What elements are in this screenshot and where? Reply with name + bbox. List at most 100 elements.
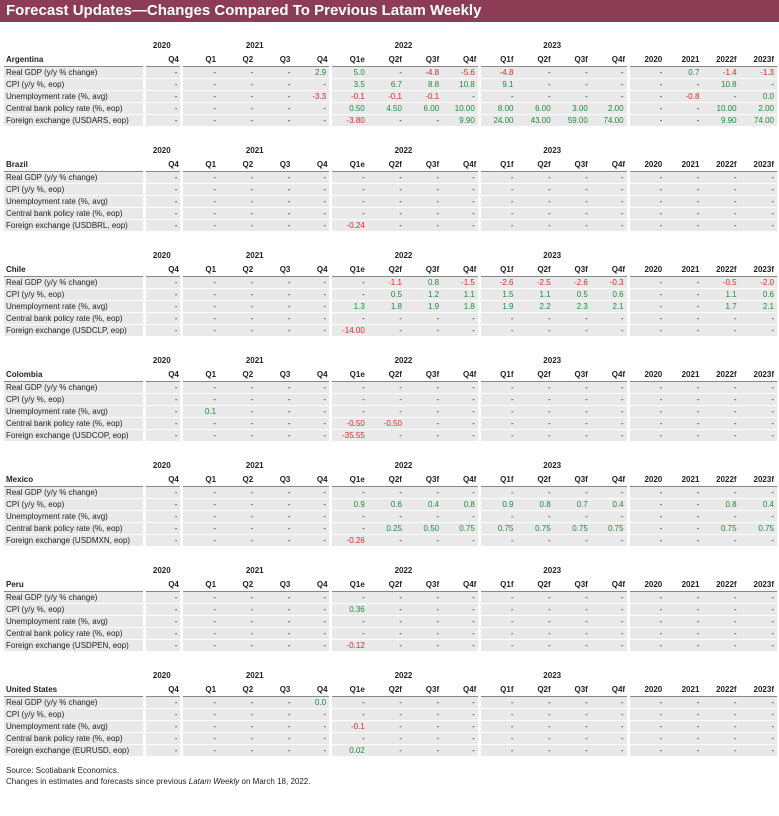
column-header: Q4f	[590, 262, 629, 277]
cell: -	[181, 102, 220, 115]
column-header: Q4f	[442, 52, 480, 67]
cell: -	[702, 324, 740, 337]
cell: 0.0	[293, 696, 333, 709]
cell: -	[628, 183, 666, 196]
cell: -	[367, 393, 405, 406]
cell: -	[293, 591, 333, 604]
cell: -	[367, 312, 405, 325]
cell: -	[628, 288, 666, 301]
cell: -	[442, 393, 481, 406]
cell: -	[330, 405, 368, 418]
cell: -	[293, 603, 333, 616]
cell: -	[739, 534, 777, 547]
column-header: Q2	[219, 682, 257, 697]
column-header: Q1	[181, 52, 220, 67]
cell: 0.4	[590, 498, 630, 511]
column-header: 2020	[628, 577, 666, 592]
cell: -	[739, 627, 777, 640]
year: 2023	[543, 355, 562, 365]
cell: -	[442, 534, 481, 547]
cell: -	[702, 417, 740, 430]
year: 2020	[152, 40, 171, 50]
cell: -	[293, 312, 333, 325]
cell: -	[219, 405, 257, 418]
cell: -	[665, 276, 703, 289]
column-header: Q2f	[367, 262, 405, 277]
blank	[4, 143, 145, 157]
cell: -	[702, 381, 740, 394]
column-header: Q3	[256, 157, 294, 172]
cell: -	[702, 591, 740, 604]
cell: -	[702, 708, 740, 721]
cell: -	[219, 627, 257, 640]
cell: -	[144, 627, 184, 640]
data-row: Unemployment rate (%, avg) - - - - -3.3 -0.1 -0…	[4, 90, 777, 103]
cell: -	[293, 615, 333, 628]
cell: -	[628, 324, 666, 337]
column-header: Q3	[256, 262, 294, 277]
cell: -	[479, 534, 517, 547]
cell: -	[256, 522, 294, 535]
cell: -	[553, 639, 591, 652]
cell: -	[256, 171, 294, 184]
cell: -35.55	[330, 429, 368, 442]
cell: -	[516, 591, 554, 604]
cell: -	[367, 720, 405, 733]
data-row: Foreign exchange (USDBRL, eop) - - - - - -0.24…	[4, 219, 777, 232]
section-table: 2020 2021 2022 2023 Colombia Q4 Q1 Q2 Q3 Q4 Q1e Q2f…	[4, 353, 777, 442]
cell: -	[739, 312, 777, 325]
cell: -	[628, 405, 666, 418]
year: 2023	[543, 565, 562, 575]
cell: -3.3	[293, 90, 333, 103]
data-row: Central bank policy rate (%, eop) - - - - -0.…	[4, 102, 777, 115]
column-header: Q1	[181, 577, 220, 592]
cell: 6.00	[404, 102, 443, 115]
row-label: Real GDP (y/y % change)	[4, 381, 147, 394]
cell: -	[516, 381, 554, 394]
cell: -	[219, 288, 257, 301]
cell: -	[404, 207, 443, 220]
cell: -	[367, 219, 405, 232]
cell: -	[256, 429, 294, 442]
cell: -1.1	[367, 276, 405, 289]
cell: -	[665, 720, 703, 733]
cell: -	[256, 744, 294, 757]
column-header: 2021	[665, 472, 703, 487]
cell: 2.00	[590, 102, 630, 115]
cell: -	[553, 708, 591, 721]
column-header: Q1f	[479, 262, 517, 277]
cell: -	[628, 732, 666, 745]
cell: -	[256, 696, 294, 709]
cell: -	[702, 405, 740, 418]
column-header: Q1	[181, 472, 220, 487]
column-header: Q1e	[330, 157, 368, 172]
cell: -	[628, 534, 666, 547]
cell: -	[628, 207, 666, 220]
cell: -	[553, 78, 591, 91]
cell: 0.75	[442, 522, 481, 535]
cell: -	[144, 603, 184, 616]
cell: 0.8	[442, 498, 481, 511]
row-label: Unemployment rate (%, avg)	[4, 300, 147, 313]
cell: -	[181, 522, 220, 535]
cell: 0.7	[553, 498, 591, 511]
cell: -	[665, 219, 703, 232]
cell: -	[181, 78, 220, 91]
cell: -	[181, 720, 220, 733]
year: 2021	[245, 565, 264, 575]
cell: -	[181, 207, 220, 220]
cell: -	[628, 114, 666, 127]
cell: -	[739, 744, 777, 757]
cell: -	[256, 627, 294, 640]
cell: -	[702, 627, 740, 640]
cell: -	[219, 207, 257, 220]
column-header: Q2f	[367, 367, 405, 382]
year-row: 2020 2021 2022 2023	[4, 458, 777, 472]
cell: 9.90	[442, 114, 481, 127]
column-header: Q3	[256, 577, 294, 592]
column-header: Q3f	[404, 682, 443, 697]
data-row: Real GDP (y/y % change) - - - - - - - - - - - - - - - - -	[4, 171, 777, 184]
cell: 1.1	[516, 288, 554, 301]
cell: -	[442, 219, 481, 232]
cell: -	[479, 708, 517, 721]
